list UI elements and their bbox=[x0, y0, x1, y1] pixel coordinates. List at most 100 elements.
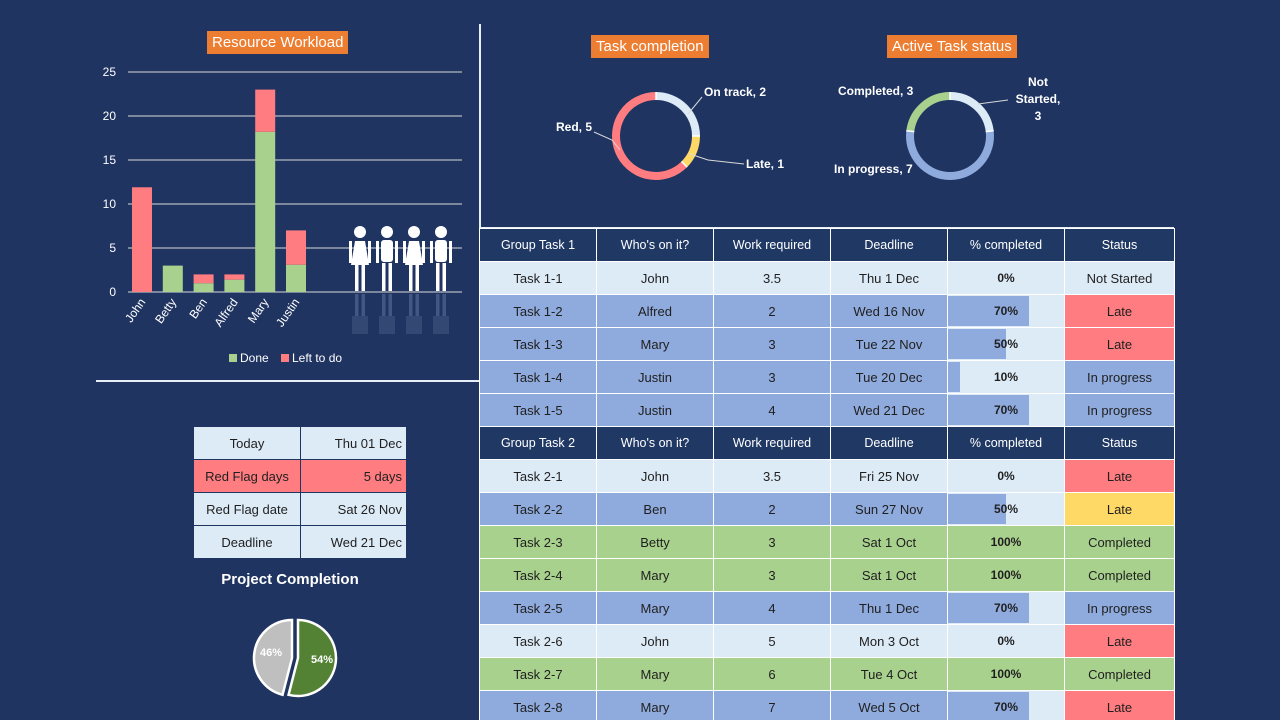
info-value[interactable]: 5 days bbox=[300, 459, 407, 493]
status-cell[interactable]: In progress bbox=[1064, 360, 1175, 394]
bar-done[interactable] bbox=[162, 265, 183, 292]
assignee-cell[interactable]: Alfred bbox=[596, 294, 714, 328]
deadline-cell[interactable]: Thu 1 Dec bbox=[830, 261, 948, 295]
percent-completed-cell[interactable]: 70% bbox=[947, 690, 1065, 720]
deadline-cell[interactable]: Fri 25 Nov bbox=[830, 459, 948, 493]
work-required-cell[interactable]: 3 bbox=[713, 525, 831, 559]
deadline-cell[interactable]: Wed 5 Oct bbox=[830, 690, 948, 720]
deadline-cell[interactable]: Tue 4 Oct bbox=[830, 657, 948, 691]
bar-done[interactable] bbox=[193, 283, 214, 292]
column-header[interactable]: Status bbox=[1064, 426, 1175, 460]
info-value[interactable]: Sat 26 Nov bbox=[300, 492, 407, 526]
percent-completed-cell[interactable]: 70% bbox=[947, 393, 1065, 427]
work-required-cell[interactable]: 3 bbox=[713, 360, 831, 394]
assignee-cell[interactable]: Betty bbox=[596, 525, 714, 559]
work-required-cell[interactable]: 6 bbox=[713, 657, 831, 691]
task-name-cell[interactable]: Task 2-8 bbox=[479, 690, 597, 720]
bar-left-to-do[interactable] bbox=[193, 274, 214, 284]
percent-completed-cell[interactable]: 100% bbox=[947, 525, 1065, 559]
status-cell[interactable]: Completed bbox=[1064, 657, 1175, 691]
status-cell[interactable]: Late bbox=[1064, 294, 1175, 328]
percent-completed-cell[interactable]: 0% bbox=[947, 261, 1065, 295]
task-name-cell[interactable]: Task 1-3 bbox=[479, 327, 597, 361]
percent-completed-cell[interactable]: 50% bbox=[947, 327, 1065, 361]
task-name-cell[interactable]: Task 2-4 bbox=[479, 558, 597, 592]
status-cell[interactable]: Late bbox=[1064, 492, 1175, 526]
column-header[interactable]: Who's on it? bbox=[596, 228, 714, 262]
column-header[interactable]: Work required bbox=[713, 426, 831, 460]
deadline-cell[interactable]: Sun 27 Nov bbox=[830, 492, 948, 526]
bar-left-to-do[interactable] bbox=[255, 89, 276, 132]
table-row[interactable]: Task 1-4 Justin 3 Tue 20 Dec 10% In progress bbox=[479, 360, 1175, 394]
deadline-cell[interactable]: Mon 3 Oct bbox=[830, 624, 948, 658]
table-row[interactable]: Task 2-3 Betty 3 Sat 1 Oct 100% Completed bbox=[479, 525, 1175, 559]
status-cell[interactable]: In progress bbox=[1064, 591, 1175, 625]
assignee-cell[interactable]: Mary bbox=[596, 327, 714, 361]
slice-left[interactable] bbox=[252, 618, 294, 697]
assignee-cell[interactable]: Justin bbox=[596, 393, 714, 427]
status-cell[interactable]: Not Started bbox=[1064, 261, 1175, 295]
deadline-cell[interactable]: Tue 22 Nov bbox=[830, 327, 948, 361]
work-required-cell[interactable]: 4 bbox=[713, 393, 831, 427]
slice-late[interactable] bbox=[681, 135, 700, 168]
percent-completed-cell[interactable]: 0% bbox=[947, 624, 1065, 658]
status-cell[interactable]: Completed bbox=[1064, 558, 1175, 592]
info-value[interactable]: Wed 21 Dec bbox=[300, 525, 407, 559]
column-header[interactable]: Status bbox=[1064, 228, 1175, 262]
table-row[interactable]: Task 2-2 Ben 2 Sun 27 Nov 50% Late bbox=[479, 492, 1175, 526]
slice-done[interactable] bbox=[287, 618, 338, 698]
slice-completed[interactable] bbox=[906, 92, 951, 132]
deadline-cell[interactable]: Tue 20 Dec bbox=[830, 360, 948, 394]
table-row[interactable]: Task 2-5 Mary 4 Thu 1 Dec 70% In progress bbox=[479, 591, 1175, 625]
deadline-cell[interactable]: Wed 21 Dec bbox=[830, 393, 948, 427]
info-value[interactable]: Thu 01 Dec bbox=[300, 426, 407, 460]
task-name-cell[interactable]: Task 1-2 bbox=[479, 294, 597, 328]
work-required-cell[interactable]: 3 bbox=[713, 327, 831, 361]
work-required-cell[interactable]: 2 bbox=[713, 492, 831, 526]
slice-in-progress[interactable] bbox=[906, 130, 994, 180]
task-name-cell[interactable]: Task 2-7 bbox=[479, 657, 597, 691]
status-cell[interactable]: Late bbox=[1064, 459, 1175, 493]
assignee-cell[interactable]: Ben bbox=[596, 492, 714, 526]
assignee-cell[interactable]: Mary bbox=[596, 657, 714, 691]
assignee-cell[interactable]: Mary bbox=[596, 690, 714, 720]
status-cell[interactable]: Late bbox=[1064, 327, 1175, 361]
slice-not-started[interactable] bbox=[949, 92, 994, 132]
table-row[interactable]: Task 1-5 Justin 4 Wed 21 Dec 70% In progress bbox=[479, 393, 1175, 427]
status-cell[interactable]: Completed bbox=[1064, 525, 1175, 559]
assignee-cell[interactable]: Justin bbox=[596, 360, 714, 394]
percent-completed-cell[interactable]: 10% bbox=[947, 360, 1065, 394]
table-row[interactable]: Task 1-1 John 3.5 Thu 1 Dec 0% Not Started bbox=[479, 261, 1175, 295]
table-row[interactable]: Task 2-4 Mary 3 Sat 1 Oct 100% Completed bbox=[479, 558, 1175, 592]
task-name-cell[interactable]: Task 2-3 bbox=[479, 525, 597, 559]
bar-done[interactable] bbox=[255, 131, 276, 292]
column-header[interactable]: % completed bbox=[947, 228, 1065, 262]
task-name-cell[interactable]: Task 2-5 bbox=[479, 591, 597, 625]
column-header[interactable]: Group Task 1 bbox=[479, 228, 597, 262]
assignee-cell[interactable]: John bbox=[596, 624, 714, 658]
deadline-cell[interactable]: Wed 16 Nov bbox=[830, 294, 948, 328]
percent-completed-cell[interactable]: 100% bbox=[947, 558, 1065, 592]
task-name-cell[interactable]: Task 1-5 bbox=[479, 393, 597, 427]
table-row[interactable]: Task 1-3 Mary 3 Tue 22 Nov 50% Late bbox=[479, 327, 1175, 361]
column-header[interactable]: Work required bbox=[713, 228, 831, 262]
work-required-cell[interactable]: 5 bbox=[713, 624, 831, 658]
percent-completed-cell[interactable]: 100% bbox=[947, 657, 1065, 691]
table-row[interactable]: Task 2-1 John 3.5 Fri 25 Nov 0% Late bbox=[479, 459, 1175, 493]
deadline-cell[interactable]: Sat 1 Oct bbox=[830, 525, 948, 559]
table-row[interactable]: Task 2-7 Mary 6 Tue 4 Oct 100% Completed bbox=[479, 657, 1175, 691]
table-row[interactable]: Task 2-6 John 5 Mon 3 Oct 0% Late bbox=[479, 624, 1175, 658]
table-row[interactable]: Task 1-2 Alfred 2 Wed 16 Nov 70% Late bbox=[479, 294, 1175, 328]
percent-completed-cell[interactable]: 0% bbox=[947, 459, 1065, 493]
column-header[interactable]: Who's on it? bbox=[596, 426, 714, 460]
work-required-cell[interactable]: 4 bbox=[713, 591, 831, 625]
work-required-cell[interactable]: 2 bbox=[713, 294, 831, 328]
status-cell[interactable]: Late bbox=[1064, 624, 1175, 658]
bar-done[interactable] bbox=[224, 279, 245, 292]
task-name-cell[interactable]: Task 2-1 bbox=[479, 459, 597, 493]
work-required-cell[interactable]: 3.5 bbox=[713, 261, 831, 295]
percent-completed-cell[interactable]: 50% bbox=[947, 492, 1065, 526]
assignee-cell[interactable]: Mary bbox=[596, 558, 714, 592]
status-cell[interactable]: In progress bbox=[1064, 393, 1175, 427]
column-header[interactable]: Group Task 2 bbox=[479, 426, 597, 460]
